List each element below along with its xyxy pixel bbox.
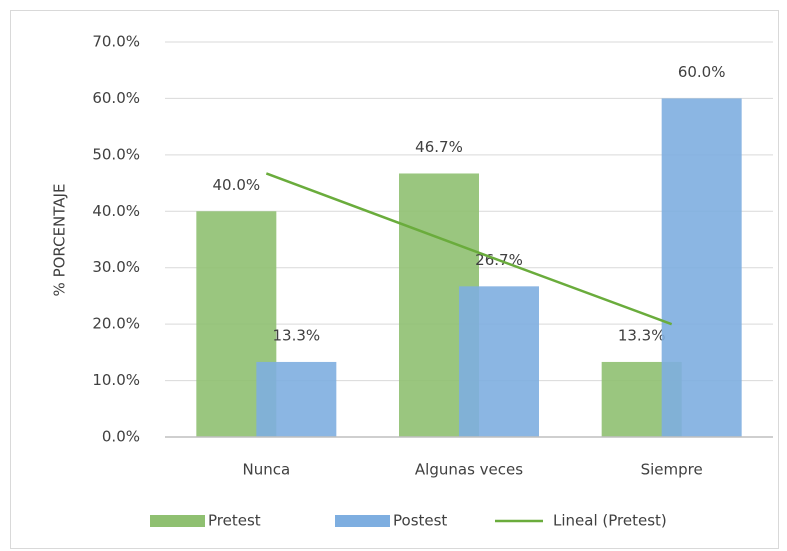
y-tick-label: 40.0%	[92, 202, 140, 220]
y-tick-label: 20.0%	[92, 315, 140, 333]
legend-swatch	[335, 515, 390, 527]
data-label: 40.0%	[213, 176, 261, 194]
y-tick-label: 60.0%	[92, 89, 140, 107]
data-label: 13.3%	[618, 326, 666, 344]
x-tick-label: Nunca	[242, 461, 290, 479]
data-label: 13.3%	[273, 326, 321, 344]
y-axis-label: % PORCENTAJE	[51, 184, 69, 297]
y-tick-label: 30.0%	[92, 258, 140, 276]
data-label: 60.0%	[678, 63, 726, 81]
x-tick-label: Algunas veces	[415, 461, 523, 479]
legend-label: Lineal (Pretest)	[553, 512, 667, 530]
legend-label: Pretest	[208, 512, 261, 530]
trend-line	[265, 172, 673, 326]
y-tick-label: 70.0%	[92, 33, 140, 51]
chart-border	[10, 10, 779, 549]
bar	[459, 286, 539, 437]
legend-label: Postest	[393, 512, 447, 530]
y-tick-label: 0.0%	[102, 428, 140, 446]
y-tick-label: 10.0%	[92, 371, 140, 389]
x-tick-label: Siempre	[641, 461, 703, 479]
data-label: 46.7%	[415, 138, 463, 156]
bar	[256, 361, 337, 437]
legend-swatch	[150, 515, 205, 527]
y-tick-label: 50.0%	[92, 145, 140, 163]
bar	[661, 98, 742, 437]
